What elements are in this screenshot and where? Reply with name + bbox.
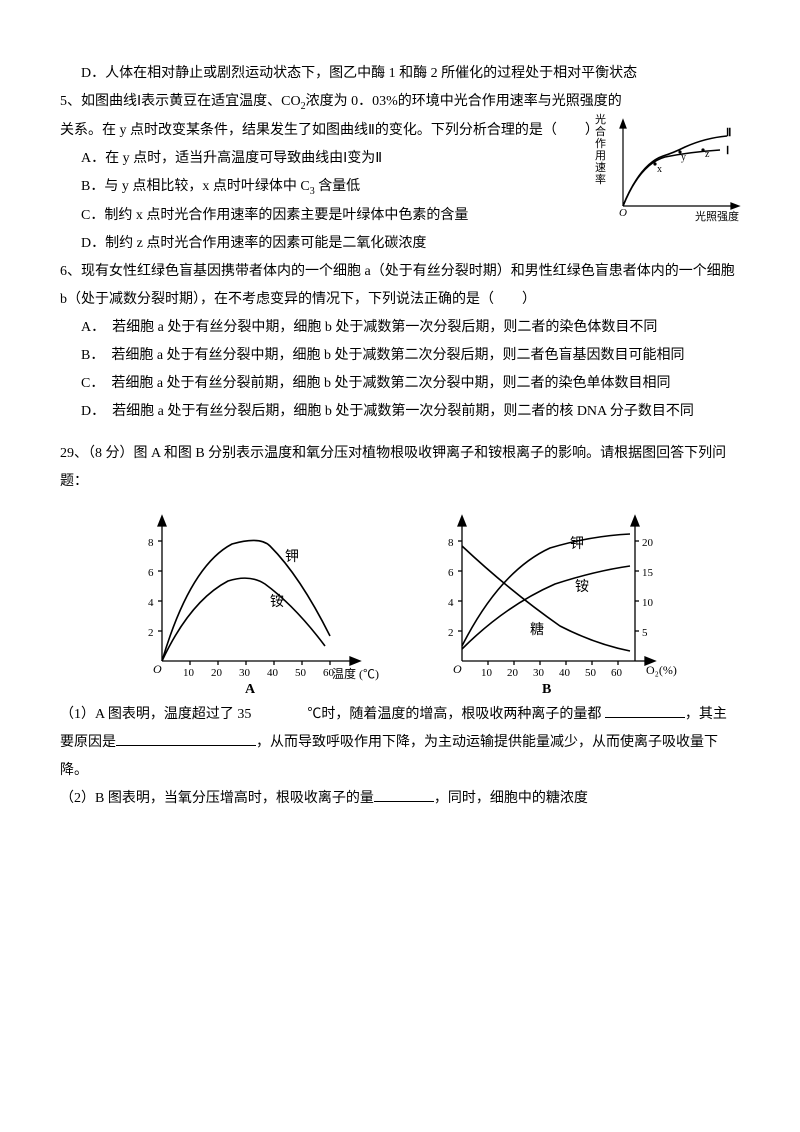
q6-opt-d: D． 若细胞 a 处于有丝分裂后期，细胞 b 处于减数第一次分裂前期，则二者的核… — [60, 398, 740, 426]
q29-chart-a: 2 4 6 8 O 10 20 30 40 50 60 钾 铵 温度 (℃) A — [120, 506, 380, 696]
q5-opt-b: B．与 y 点相比较，x 点时叶绿体中 C3 含量低 — [60, 173, 595, 202]
q5-point-z: z — [705, 149, 710, 160]
blank-2[interactable] — [116, 731, 256, 746]
svg-text:4: 4 — [448, 597, 454, 609]
svg-text:30: 30 — [239, 667, 251, 679]
svg-text:钾: 钾 — [285, 549, 299, 565]
svg-text:50: 50 — [295, 667, 307, 679]
q6-opt-c: C． 若细胞 a 处于有丝分裂前期，细胞 b 处于减数第二次分裂中期，则二者的染… — [60, 370, 740, 398]
svg-text:20: 20 — [507, 667, 519, 679]
blank-3[interactable] — [374, 787, 434, 802]
svg-text:糖: 糖 — [530, 622, 544, 638]
svg-text:20: 20 — [211, 667, 223, 679]
svg-text:10: 10 — [642, 597, 654, 609]
svg-text:A: A — [245, 682, 256, 696]
svg-text:20: 20 — [642, 537, 654, 549]
svg-text:2: 2 — [148, 627, 154, 639]
svg-text:O₂(%): O₂(%) — [646, 663, 677, 677]
svg-text:8: 8 — [448, 537, 454, 549]
svg-text:8: 8 — [148, 537, 154, 549]
blank-1[interactable] — [605, 703, 685, 718]
svg-text:B: B — [542, 682, 551, 696]
q29-stem: 29、（8 分）图 A 和图 B 分别表示温度和氧分压对植物根吸收钾离子和铵根离… — [60, 440, 740, 496]
q5-point-y: y — [681, 152, 686, 163]
q29-p2: （2）B 图表明，当氧分压增高时，根吸收离子的量，同时，细胞中的糖浓度 — [60, 785, 740, 813]
svg-text:温度 (℃): 温度 (℃) — [332, 666, 379, 681]
svg-text:15: 15 — [642, 567, 654, 579]
svg-text:铵: 铵 — [575, 579, 589, 595]
q4-opt-d: D．人体在相对静止或剧烈运动状态下，图乙中酶 1 和酶 2 所催化的过程处于相对… — [60, 60, 740, 88]
q5-xlabel: 光照强度 — [695, 209, 739, 223]
q6-opt-b: B． 若细胞 a 处于有丝分裂中期，细胞 b 处于减数第二次分裂后期，则二者色盲… — [60, 342, 740, 370]
q5-ylabel: 光合作用速率 — [595, 114, 606, 187]
q5-origin: O — [619, 207, 627, 219]
q5-stem-line2: 关系。在 y 点时改变某条件，结果发生了如图曲线Ⅱ的变化。下列分析合理的是（ ） — [60, 117, 595, 145]
svg-text:40: 40 — [559, 667, 571, 679]
q6-opt-a: A． 若细胞 a 处于有丝分裂中期，细胞 b 处于减数第一次分裂后期，则二者的染… — [60, 314, 740, 342]
svg-text:6: 6 — [448, 567, 454, 579]
svg-text:O: O — [153, 662, 162, 676]
svg-text:铵: 铵 — [270, 594, 284, 610]
q5-chart: x y z Ⅰ Ⅱ O 光照强度 光合作用速率 — [595, 114, 745, 224]
q5-opt-a: A．在 y 点时，适当升高温度可导致曲线由Ⅰ变为Ⅱ — [60, 145, 595, 173]
q29-p1: （1）A 图表明，温度超过了 35 ℃时，随着温度的增高，根吸收两种离子的量都 … — [60, 701, 740, 785]
svg-text:10: 10 — [183, 667, 195, 679]
q5-curve-2: Ⅱ — [726, 127, 731, 139]
svg-text:40: 40 — [267, 667, 279, 679]
q5-stem-line1: 5、如图曲线Ⅰ表示黄豆在适宜温度、CO2浓度为 0．03%的环境中光合作用速率与… — [60, 88, 740, 117]
svg-text:O: O — [453, 662, 462, 676]
q5-opt-c: C．制约 x 点时光合作用速率的因素主要是叶绿体中色素的含量 — [60, 202, 595, 230]
q5-point-x: x — [657, 164, 662, 175]
spacer — [60, 426, 740, 440]
q5-curve-1: Ⅰ — [726, 145, 729, 157]
svg-text:30: 30 — [533, 667, 545, 679]
svg-text:10: 10 — [481, 667, 493, 679]
svg-text:4: 4 — [148, 597, 154, 609]
svg-text:50: 50 — [585, 667, 597, 679]
svg-text:2: 2 — [448, 627, 454, 639]
q29-charts: 2 4 6 8 O 10 20 30 40 50 60 钾 铵 温度 (℃) A — [60, 506, 740, 696]
svg-text:6: 6 — [148, 567, 154, 579]
q5-opt-d: D．制约 z 点时光合作用速率的因素可能是二氧化碳浓度 — [60, 230, 740, 258]
svg-text:钾: 钾 — [570, 536, 584, 552]
svg-text:60: 60 — [611, 667, 623, 679]
q6-stem: 6、现有女性红绿色盲基因携带者体内的一个细胞 a（处于有丝分裂时期）和男性红绿色… — [60, 258, 740, 314]
svg-text:5: 5 — [642, 627, 648, 639]
question-5: x y z Ⅰ Ⅱ O 光照强度 光合作用速率 5、如图曲线Ⅰ表示黄豆在适宜温度… — [60, 88, 740, 258]
q29-chart-b: 2 4 6 8 5 10 15 20 O 10 20 30 40 50 60 钾… — [420, 506, 680, 696]
